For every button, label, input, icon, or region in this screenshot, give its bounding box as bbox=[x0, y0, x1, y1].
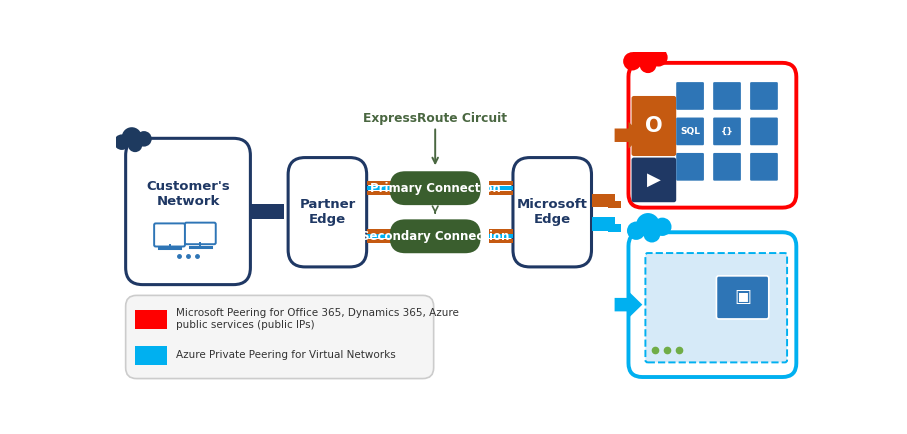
FancyBboxPatch shape bbox=[126, 296, 434, 378]
FancyBboxPatch shape bbox=[750, 118, 778, 145]
FancyBboxPatch shape bbox=[390, 219, 481, 253]
FancyArrow shape bbox=[366, 229, 391, 233]
FancyBboxPatch shape bbox=[631, 158, 677, 202]
Text: Azure Private Peering for Virtual Networks: Azure Private Peering for Virtual Networ… bbox=[176, 351, 395, 361]
FancyArrow shape bbox=[366, 191, 391, 195]
FancyArrow shape bbox=[250, 204, 284, 219]
FancyBboxPatch shape bbox=[713, 82, 741, 110]
Circle shape bbox=[639, 56, 657, 73]
FancyArrow shape bbox=[489, 239, 513, 243]
FancyBboxPatch shape bbox=[126, 138, 250, 285]
Circle shape bbox=[128, 138, 142, 152]
FancyBboxPatch shape bbox=[677, 82, 704, 110]
FancyArrow shape bbox=[489, 229, 513, 233]
FancyArrow shape bbox=[591, 217, 615, 230]
Circle shape bbox=[632, 44, 656, 67]
Circle shape bbox=[649, 48, 668, 66]
FancyBboxPatch shape bbox=[750, 153, 778, 181]
Text: O: O bbox=[645, 116, 663, 136]
Text: Microsoft Peering for Office 365, Dynamics 365, Azure
public services (public IP: Microsoft Peering for Office 365, Dynami… bbox=[176, 309, 459, 330]
FancyArrow shape bbox=[366, 181, 391, 185]
Text: Customer's
Network: Customer's Network bbox=[146, 180, 229, 208]
Circle shape bbox=[627, 222, 645, 240]
Text: Microsoft
Edge: Microsoft Edge bbox=[517, 198, 588, 226]
FancyArrow shape bbox=[608, 224, 621, 232]
Text: ▣: ▣ bbox=[734, 289, 751, 306]
FancyBboxPatch shape bbox=[185, 223, 216, 244]
Circle shape bbox=[643, 226, 660, 243]
FancyBboxPatch shape bbox=[288, 158, 366, 267]
FancyArrow shape bbox=[489, 234, 513, 238]
Circle shape bbox=[122, 127, 141, 147]
Circle shape bbox=[136, 131, 151, 147]
Bar bbox=[135, 346, 167, 365]
Text: ▶: ▶ bbox=[647, 171, 661, 189]
FancyBboxPatch shape bbox=[713, 118, 741, 145]
FancyArrow shape bbox=[615, 122, 642, 149]
FancyArrow shape bbox=[489, 191, 513, 195]
Circle shape bbox=[653, 217, 671, 236]
Circle shape bbox=[636, 213, 659, 237]
Circle shape bbox=[114, 135, 130, 150]
Text: {}: {} bbox=[721, 127, 734, 136]
FancyBboxPatch shape bbox=[677, 153, 704, 181]
FancyBboxPatch shape bbox=[390, 171, 481, 205]
Text: Secondary Connection: Secondary Connection bbox=[361, 230, 510, 243]
FancyArrow shape bbox=[615, 291, 642, 318]
FancyBboxPatch shape bbox=[646, 253, 787, 362]
FancyBboxPatch shape bbox=[677, 118, 704, 145]
Bar bbox=[135, 310, 167, 329]
FancyArrow shape bbox=[608, 201, 621, 207]
FancyBboxPatch shape bbox=[750, 82, 778, 110]
FancyArrow shape bbox=[489, 186, 513, 190]
FancyArrow shape bbox=[489, 181, 513, 185]
FancyBboxPatch shape bbox=[513, 158, 591, 267]
FancyBboxPatch shape bbox=[154, 224, 185, 247]
Text: Partner
Edge: Partner Edge bbox=[299, 198, 356, 226]
FancyBboxPatch shape bbox=[717, 276, 769, 319]
Circle shape bbox=[623, 52, 641, 70]
FancyArrow shape bbox=[366, 239, 391, 243]
Text: ExpressRoute Circuit: ExpressRoute Circuit bbox=[363, 112, 507, 125]
FancyArrow shape bbox=[591, 194, 615, 207]
FancyBboxPatch shape bbox=[629, 232, 796, 377]
Text: Primary Connection: Primary Connection bbox=[370, 182, 501, 195]
FancyBboxPatch shape bbox=[631, 96, 677, 156]
FancyBboxPatch shape bbox=[629, 63, 796, 207]
Text: SQL: SQL bbox=[680, 127, 700, 136]
FancyArrow shape bbox=[366, 234, 391, 238]
FancyBboxPatch shape bbox=[713, 153, 741, 181]
FancyArrow shape bbox=[366, 186, 391, 190]
